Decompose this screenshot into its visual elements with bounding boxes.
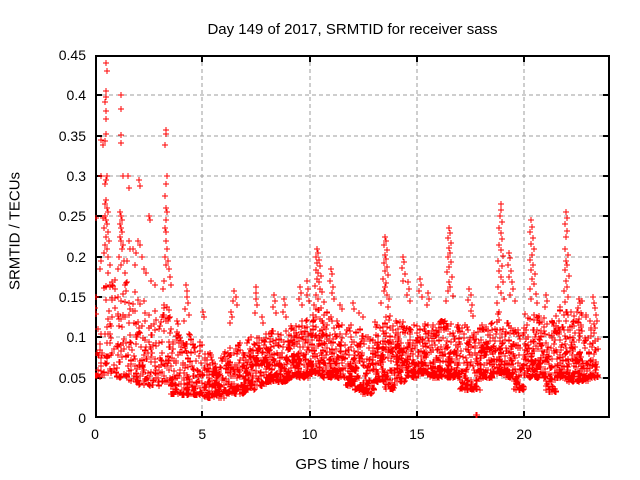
plot-area (92, 54, 610, 419)
x-axis-label: GPS time / hours (295, 456, 410, 473)
y-tick-label: 0.45 (58, 47, 86, 63)
scatter-plot-canvas (92, 54, 610, 419)
y-axis-label: SRMTID / TECUs (6, 171, 24, 291)
y-tick-label: 0.05 (58, 369, 86, 386)
y-tick-label: 0.15 (58, 289, 86, 305)
x-tick-label: 20 (516, 426, 532, 442)
x-tick-label: 5 (198, 426, 207, 442)
y-tick-label: 0.2 (66, 248, 86, 265)
x-tick-label: 15 (409, 426, 425, 442)
y-tick-label: 0.1 (66, 329, 86, 346)
y-tick-label: 0.4 (66, 87, 86, 104)
y-tick-label: 0.3 (66, 168, 86, 184)
x-tick-label: 0 (91, 426, 99, 442)
x-tick-label: 10 (301, 426, 318, 442)
y-tick-label: 0 (78, 410, 86, 426)
y-tick-label: 0.25 (58, 208, 86, 225)
chart-title: Day 149 of 2017, SRMTID for receiver sas… (207, 21, 498, 38)
y-tick-label: 0.35 (58, 127, 86, 144)
